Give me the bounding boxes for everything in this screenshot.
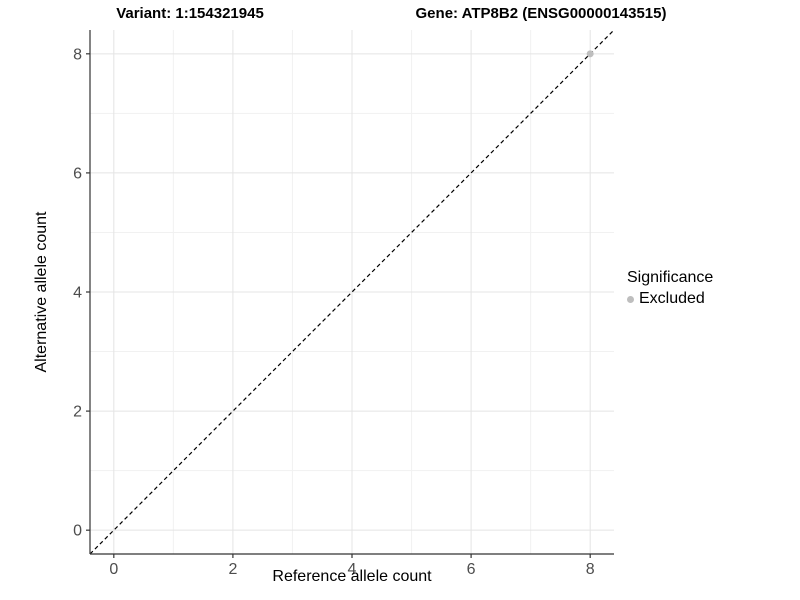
- y-tick-label: 0: [73, 523, 82, 540]
- variant-title: Variant: 1:154321945: [116, 5, 264, 22]
- x-tick-label: 6: [467, 561, 476, 578]
- x-tick-label: 2: [228, 561, 237, 578]
- identity-dashed-line: [89, 29, 615, 555]
- x-tick-label: 4: [348, 561, 357, 578]
- excluded-point-icon: [627, 295, 634, 303]
- gene-title: Gene: ATP8B2 (ENSG00000143515): [415, 5, 667, 22]
- y-tick-label: 8: [73, 46, 82, 63]
- y-tick-label: 2: [73, 404, 82, 421]
- data-point: [586, 50, 594, 58]
- y-axis-label: Alternative allele count: [33, 211, 50, 373]
- legend-item-label: Excluded: [639, 290, 705, 307]
- x-axis-label: Reference allele count: [272, 568, 432, 585]
- x-tick-label: 8: [586, 561, 595, 578]
- x-tick-label: 0: [109, 561, 118, 578]
- legend: Significance Excluded: [627, 269, 713, 308]
- legend-item-excluded: Excluded: [627, 290, 713, 308]
- y-tick-label: 4: [73, 285, 82, 302]
- y-tick-label: 6: [73, 165, 82, 182]
- legend-title: Significance: [627, 269, 714, 286]
